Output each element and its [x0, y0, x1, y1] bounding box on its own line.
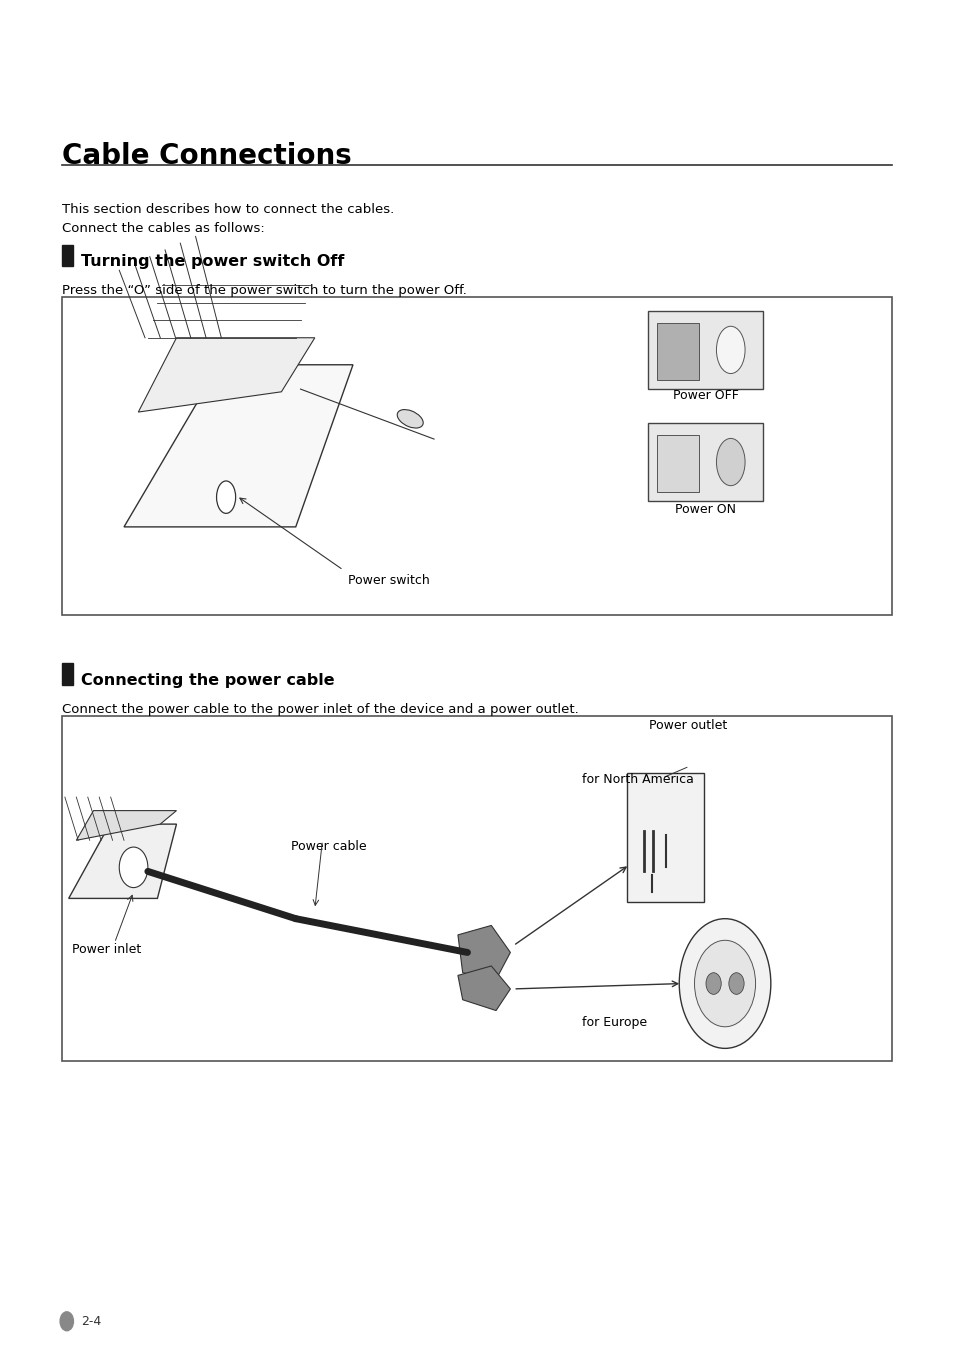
- Text: Power switch: Power switch: [348, 574, 430, 588]
- Ellipse shape: [716, 327, 744, 374]
- Ellipse shape: [716, 438, 744, 486]
- Bar: [62, 297, 891, 615]
- FancyBboxPatch shape: [626, 773, 703, 902]
- Polygon shape: [124, 365, 353, 527]
- Text: Power cable: Power cable: [291, 840, 366, 854]
- Text: Press the “O” side of the power switch to turn the power Off.: Press the “O” side of the power switch t…: [62, 284, 466, 297]
- Text: Turning the power switch Off: Turning the power switch Off: [81, 254, 344, 269]
- Text: 2-4: 2-4: [81, 1315, 101, 1328]
- Text: Power outlet: Power outlet: [648, 719, 726, 732]
- Ellipse shape: [216, 481, 235, 513]
- Polygon shape: [457, 925, 510, 979]
- Ellipse shape: [396, 409, 423, 428]
- Circle shape: [728, 973, 743, 994]
- Polygon shape: [76, 811, 176, 840]
- Circle shape: [119, 847, 148, 888]
- FancyBboxPatch shape: [647, 311, 762, 389]
- Text: Power ON: Power ON: [675, 503, 736, 516]
- Bar: [62, 716, 891, 1061]
- FancyBboxPatch shape: [657, 435, 699, 492]
- Polygon shape: [69, 824, 176, 898]
- Text: Connecting the power cable: Connecting the power cable: [81, 673, 335, 688]
- Circle shape: [694, 940, 755, 1027]
- Text: Power inlet: Power inlet: [71, 943, 141, 957]
- Circle shape: [705, 973, 720, 994]
- Polygon shape: [457, 966, 510, 1011]
- FancyBboxPatch shape: [657, 323, 699, 380]
- Text: Connect the power cable to the power inlet of the device and a power outlet.: Connect the power cable to the power inl…: [62, 703, 578, 716]
- Text: for Europe: for Europe: [581, 1016, 646, 1029]
- Text: for North America: for North America: [581, 773, 693, 786]
- Text: This section describes how to connect the cables.
Connect the cables as follows:: This section describes how to connect th…: [62, 203, 394, 235]
- FancyBboxPatch shape: [647, 423, 762, 501]
- Circle shape: [679, 919, 770, 1048]
- Bar: [62, 663, 73, 685]
- Text: Cable Connections: Cable Connections: [62, 142, 352, 170]
- Polygon shape: [138, 338, 314, 412]
- Circle shape: [60, 1312, 73, 1331]
- Text: Power OFF: Power OFF: [672, 389, 739, 403]
- Bar: [62, 245, 73, 266]
